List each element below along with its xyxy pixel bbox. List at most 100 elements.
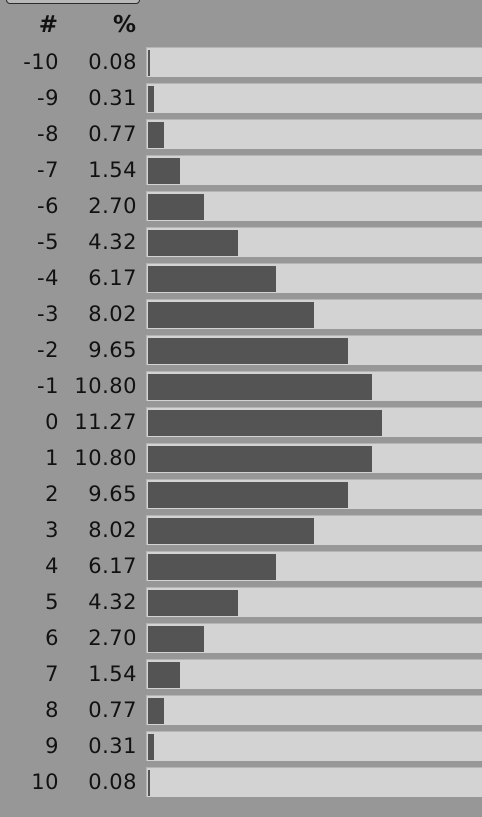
bar-track <box>146 119 482 149</box>
row-index-label: 5 <box>45 590 59 614</box>
histogram-row: 6 2.70 <box>0 620 482 656</box>
bar-fill <box>148 482 348 508</box>
row-percent-label: 8.02 <box>88 302 137 326</box>
row-percent-label: 1.54 <box>88 158 137 182</box>
row-percent-label: 10.80 <box>74 374 137 398</box>
histogram-row: 3 8.02 <box>0 512 482 548</box>
row-percent-label: 2.70 <box>88 194 137 218</box>
histogram-row: 1 10.80 <box>0 440 482 476</box>
row-index-label: 10 <box>31 770 59 794</box>
bar-track <box>146 371 482 401</box>
row-index-label: -10 <box>23 50 59 74</box>
row-index-label: 2 <box>45 482 59 506</box>
histogram-row: 7 1.54 <box>0 656 482 692</box>
index-column-header: # <box>38 12 58 38</box>
row-percent-label: 0.08 <box>88 50 137 74</box>
bar-fill <box>148 50 150 76</box>
bar-fill <box>148 158 180 184</box>
histogram-row: 8 0.77 <box>0 692 482 728</box>
table-header: # % <box>0 8 482 42</box>
histogram-row: -10 0.08 <box>0 44 482 80</box>
row-percent-label: 0.31 <box>88 734 137 758</box>
row-percent-label: 9.65 <box>88 338 137 362</box>
histogram-row: 0 11.27 <box>0 404 482 440</box>
histogram-row: -1 10.80 <box>0 368 482 404</box>
row-percent-label: 0.08 <box>88 770 137 794</box>
bar-fill <box>148 338 348 364</box>
bar-track <box>146 623 482 653</box>
bar-fill <box>148 662 180 688</box>
row-percent-label: 4.32 <box>88 230 137 254</box>
histogram-row: 2 9.65 <box>0 476 482 512</box>
bar-track <box>146 587 482 617</box>
bar-fill <box>148 194 204 220</box>
row-percent-label: 0.77 <box>88 698 137 722</box>
bar-track <box>146 191 482 221</box>
row-index-label: 0 <box>45 410 59 434</box>
row-index-label: -3 <box>37 302 59 326</box>
histogram-row: -7 1.54 <box>0 152 482 188</box>
row-index-label: -8 <box>37 122 59 146</box>
row-index-label: 9 <box>45 734 59 758</box>
top-tab <box>6 0 140 4</box>
histogram-row: -2 9.65 <box>0 332 482 368</box>
bar-fill <box>148 734 154 760</box>
bar-fill <box>148 626 204 652</box>
histogram-row: -8 0.77 <box>0 116 482 152</box>
bar-track <box>146 695 482 725</box>
bar-fill <box>148 590 238 616</box>
histogram-row: 9 0.31 <box>0 728 482 764</box>
bar-track <box>146 299 482 329</box>
histogram-rows: -10 0.08 -9 0.31 -8 0.77 -7 1.54 -6 2.70 -5 4.32 -4 6… <box>0 44 482 800</box>
row-percent-label: 4.32 <box>88 590 137 614</box>
row-index-label: -7 <box>37 158 59 182</box>
row-index-label: 7 <box>45 662 59 686</box>
bar-fill <box>148 374 372 400</box>
bar-track <box>146 47 482 77</box>
histogram-row: -5 4.32 <box>0 224 482 260</box>
bar-track <box>146 767 482 797</box>
bar-track <box>146 263 482 293</box>
bar-track <box>146 155 482 185</box>
bar-track <box>146 659 482 689</box>
histogram-row: 4 6.17 <box>0 548 482 584</box>
bar-fill <box>148 266 276 292</box>
bar-track <box>146 515 482 545</box>
row-percent-label: 6.17 <box>88 554 137 578</box>
bar-track <box>146 227 482 257</box>
row-percent-label: 1.54 <box>88 662 137 686</box>
histogram-row: -4 6.17 <box>0 260 482 296</box>
bar-track <box>146 731 482 761</box>
row-percent-label: 0.77 <box>88 122 137 146</box>
row-percent-label: 2.70 <box>88 626 137 650</box>
row-percent-label: 10.80 <box>74 446 137 470</box>
bar-track <box>146 551 482 581</box>
bar-fill <box>148 554 276 580</box>
percent-column-header: % <box>112 12 136 38</box>
bar-fill <box>148 518 314 544</box>
row-index-label: -5 <box>37 230 59 254</box>
row-index-label: -1 <box>37 374 59 398</box>
bar-track <box>146 479 482 509</box>
bar-fill <box>148 410 382 436</box>
row-index-label: -2 <box>37 338 59 362</box>
row-index-label: -6 <box>37 194 59 218</box>
row-index-label: 3 <box>45 518 59 542</box>
bar-track <box>146 407 482 437</box>
histogram-row: 5 4.32 <box>0 584 482 620</box>
row-percent-label: 9.65 <box>88 482 137 506</box>
row-index-label: -9 <box>37 86 59 110</box>
row-percent-label: 0.31 <box>88 86 137 110</box>
histogram-row: 10 0.08 <box>0 764 482 800</box>
bar-fill <box>148 446 372 472</box>
bar-fill <box>148 86 154 112</box>
histogram-row: -9 0.31 <box>0 80 482 116</box>
bar-track <box>146 83 482 113</box>
bar-fill <box>148 770 150 796</box>
histogram-row: -3 8.02 <box>0 296 482 332</box>
row-index-label: 8 <box>45 698 59 722</box>
histogram-row: -6 2.70 <box>0 188 482 224</box>
row-index-label: 6 <box>45 626 59 650</box>
bar-fill <box>148 302 314 328</box>
bar-fill <box>148 698 164 724</box>
